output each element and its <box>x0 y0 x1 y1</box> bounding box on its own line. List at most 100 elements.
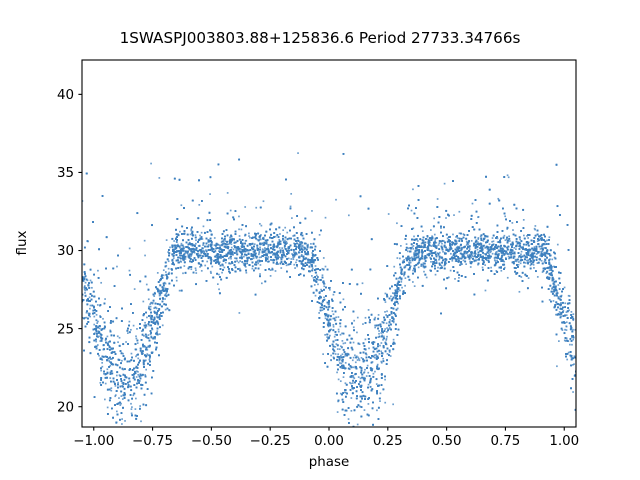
data-point <box>374 324 376 327</box>
data-point <box>123 394 126 397</box>
data-point <box>553 256 556 259</box>
data-point <box>478 256 481 259</box>
data-point <box>337 316 340 318</box>
data-point <box>244 265 247 268</box>
data-point <box>455 246 458 249</box>
data-point <box>142 300 145 303</box>
data-point <box>180 244 182 247</box>
data-point <box>235 248 238 251</box>
data-point <box>339 392 342 395</box>
data-point <box>357 357 360 360</box>
data-point <box>563 339 566 342</box>
data-point <box>564 340 567 342</box>
data-point <box>199 237 202 240</box>
data-point <box>147 298 150 301</box>
data-point <box>313 284 316 286</box>
data-point <box>104 339 107 341</box>
data-point <box>434 273 437 276</box>
data-point <box>484 264 487 266</box>
data-point <box>381 374 383 377</box>
data-point <box>477 238 480 240</box>
data-point <box>561 329 564 331</box>
data-point <box>565 314 568 317</box>
data-point <box>340 362 343 365</box>
data-point <box>156 320 159 323</box>
data-point <box>259 236 261 239</box>
data-point <box>277 241 280 244</box>
data-point <box>467 243 470 246</box>
data-point <box>227 243 229 246</box>
data-point <box>117 341 119 344</box>
data-point <box>416 246 419 249</box>
data-point <box>505 257 507 259</box>
data-point <box>512 229 514 231</box>
data-point <box>371 361 374 363</box>
data-point <box>344 361 347 364</box>
data-point <box>340 354 342 357</box>
data-point <box>224 261 227 264</box>
data-point <box>142 329 144 332</box>
data-point <box>133 376 135 378</box>
data-point <box>249 236 251 239</box>
data-point <box>200 231 203 234</box>
data-point <box>282 229 285 232</box>
data-point <box>468 246 471 249</box>
data-point <box>318 279 320 281</box>
data-point <box>409 265 412 268</box>
data-point <box>266 253 269 255</box>
data-point <box>423 270 425 273</box>
data-point <box>258 222 261 225</box>
data-point <box>443 251 446 254</box>
data-point <box>140 330 143 332</box>
data-point <box>137 370 139 373</box>
data-point <box>386 335 388 338</box>
data-point <box>560 294 563 297</box>
data-point <box>556 290 558 292</box>
data-point <box>323 285 326 288</box>
data-point <box>433 217 436 220</box>
data-point <box>153 307 156 310</box>
data-point <box>89 315 91 318</box>
data-point <box>445 262 448 265</box>
data-point <box>291 253 293 255</box>
data-point <box>194 267 197 270</box>
data-point <box>520 255 522 258</box>
data-point <box>333 350 336 353</box>
data-point <box>364 368 366 371</box>
data-point <box>369 385 372 388</box>
data-point <box>238 312 241 314</box>
data-point <box>461 257 464 259</box>
data-point <box>241 261 243 263</box>
data-point <box>173 240 175 242</box>
data-point <box>459 264 461 266</box>
data-point <box>564 328 566 331</box>
data-point <box>197 252 200 255</box>
data-point <box>535 253 538 255</box>
data-point <box>267 256 270 258</box>
data-point <box>203 250 205 252</box>
data-point <box>283 246 286 249</box>
data-point <box>252 250 255 253</box>
data-point <box>121 359 123 362</box>
data-point <box>551 258 554 261</box>
data-point <box>549 265 551 268</box>
data-point <box>377 314 380 316</box>
data-point <box>248 235 250 237</box>
data-point <box>396 281 399 284</box>
data-point <box>184 258 187 260</box>
data-point <box>541 250 544 252</box>
data-point <box>211 243 213 245</box>
data-point <box>109 377 112 379</box>
data-point <box>488 243 491 246</box>
data-point <box>487 252 490 254</box>
data-point <box>328 303 330 306</box>
data-point <box>260 256 262 259</box>
data-point <box>416 240 419 242</box>
data-point <box>404 284 406 287</box>
data-point <box>332 356 335 359</box>
data-point <box>388 328 390 330</box>
data-point <box>256 238 259 241</box>
data-point <box>191 252 193 255</box>
data-point <box>230 243 233 245</box>
data-point <box>199 234 201 237</box>
